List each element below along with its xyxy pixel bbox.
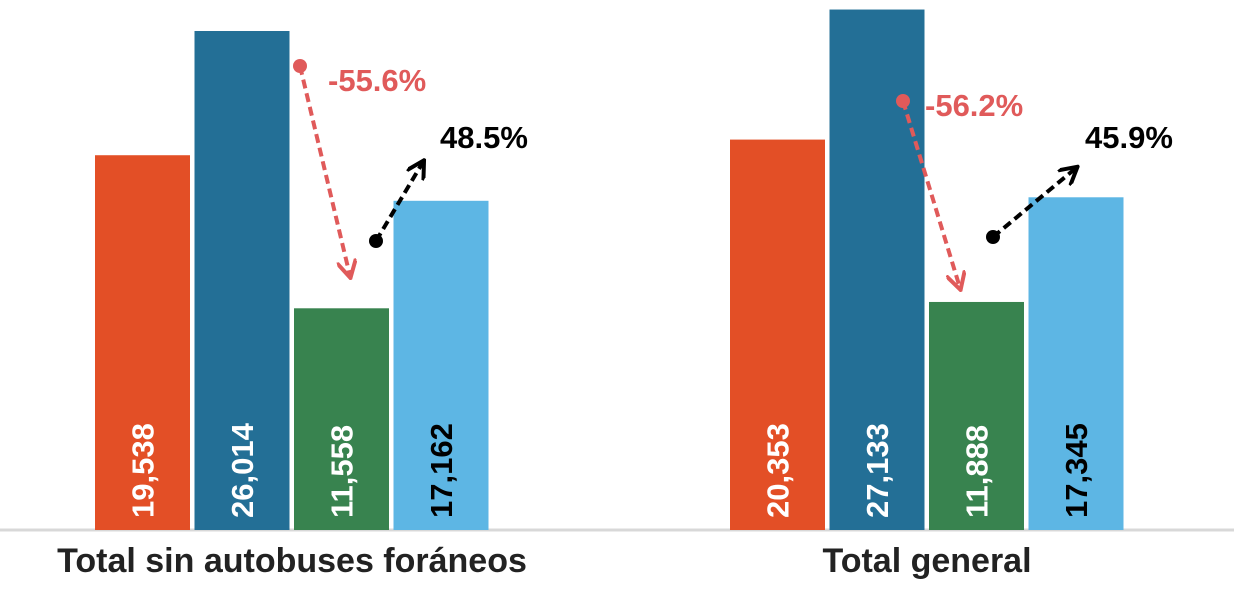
value-label: 17,345 xyxy=(1059,423,1094,518)
category-label: Total sin autobuses foráneos xyxy=(57,542,527,580)
bar xyxy=(829,9,925,531)
bar xyxy=(1028,197,1124,531)
value-label: 19,538 xyxy=(126,423,161,518)
bar xyxy=(929,301,1024,530)
bar xyxy=(95,155,190,530)
increase-arrow xyxy=(374,162,423,243)
bar xyxy=(194,30,290,530)
value-label: 20,353 xyxy=(761,423,796,518)
arrow-dot xyxy=(986,230,1000,244)
increase-arrow xyxy=(991,168,1076,239)
decrease-arrow xyxy=(901,100,960,288)
value-label: 27,133 xyxy=(860,423,895,518)
value-label: 17,162 xyxy=(424,423,459,518)
arrow-dot xyxy=(293,59,307,73)
change-label: 48.5% xyxy=(440,120,528,155)
bar xyxy=(294,308,389,530)
category-label: Total general xyxy=(822,542,1031,580)
arrow-dot xyxy=(369,234,383,248)
change-label: -56.2% xyxy=(925,88,1023,123)
change-label: -55.6% xyxy=(328,63,426,98)
bar xyxy=(730,139,825,530)
arrow-dot xyxy=(896,94,910,108)
value-label: 11,888 xyxy=(960,425,995,518)
bar xyxy=(393,200,489,531)
decrease-arrow xyxy=(298,65,350,276)
change-label: 45.9% xyxy=(1085,120,1173,155)
value-label: 11,558 xyxy=(325,425,360,518)
value-label: 26,014 xyxy=(225,422,260,518)
